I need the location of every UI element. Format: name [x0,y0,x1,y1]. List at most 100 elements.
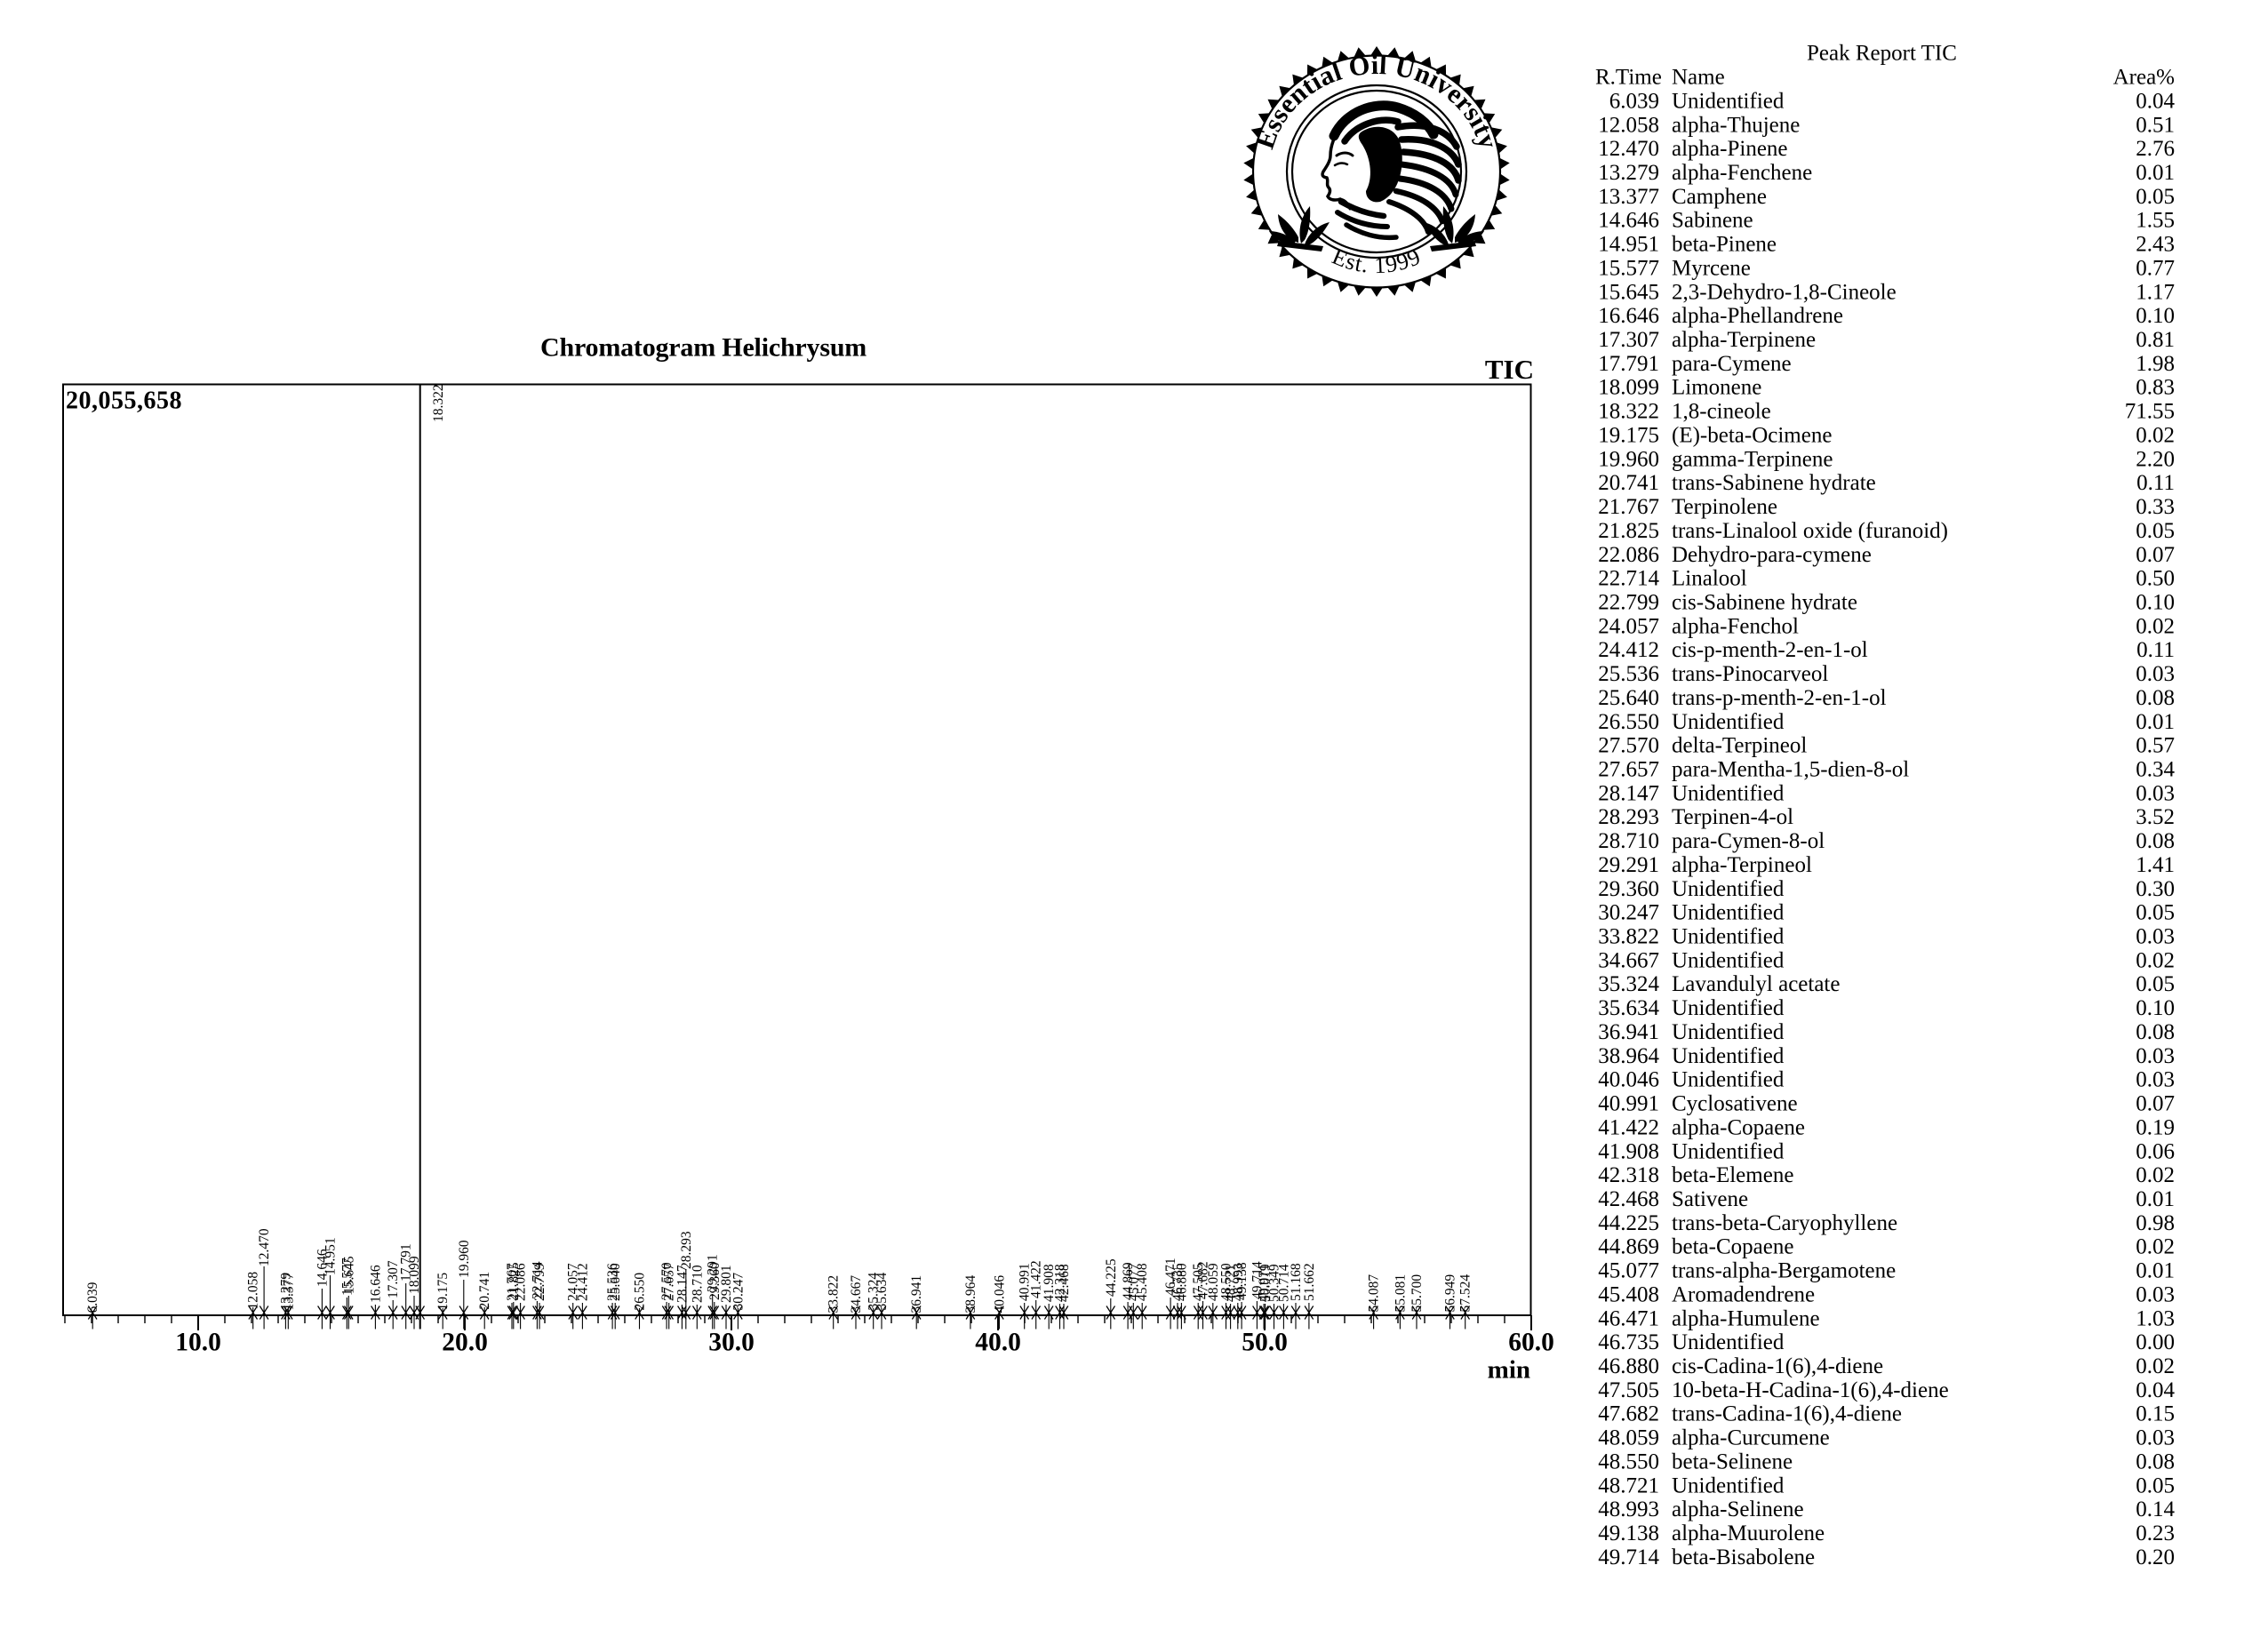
svg-text:0.02: 0.02 [2136,948,2175,972]
svg-text:2,3-Dehydro-1,8-Cineole: 2,3-Dehydro-1,8-Cineole [1672,280,1897,304]
svg-text:Chromatogram Helichrysum: Chromatogram Helichrysum [540,333,866,363]
svg-text:29.291: 29.291 [1598,853,1659,877]
svg-text:48.993: 48.993 [1231,1263,1246,1301]
svg-text:42.318: 42.318 [1053,1264,1068,1302]
svg-text:Unidentified: Unidentified [1672,877,1785,901]
svg-text:13.279: 13.279 [1598,161,1659,185]
svg-text:beta-Selinene: beta-Selinene [1672,1449,1793,1473]
svg-text:Unidentified: Unidentified [1672,1330,1785,1354]
svg-text:Name: Name [1672,66,1725,90]
svg-text:55.081: 55.081 [1393,1274,1408,1313]
svg-text:0.01: 0.01 [2136,1259,2175,1283]
svg-text:12.470: 12.470 [1598,137,1659,161]
svg-text:beta-Copaene: beta-Copaene [1672,1235,1793,1259]
svg-text:0.05: 0.05 [2136,901,2175,925]
svg-text:35.634: 35.634 [1598,996,1659,1020]
svg-text:Unidentified: Unidentified [1672,901,1785,925]
svg-text:38.964: 38.964 [1598,1044,1659,1068]
svg-text:22.714: 22.714 [1598,567,1659,591]
svg-text:13.279: 13.279 [278,1273,293,1311]
svg-text:22.799: 22.799 [532,1263,547,1301]
svg-text:0.05: 0.05 [2136,972,2175,996]
svg-text:trans-p-menth-2-en-1-ol: trans-p-menth-2-en-1-ol [1672,686,1887,710]
svg-text:49.714: 49.714 [1250,1261,1265,1299]
svg-text:25.536: 25.536 [1598,662,1659,686]
svg-text:47.682: 47.682 [1196,1261,1211,1299]
svg-text:29.360: 29.360 [1598,877,1659,901]
svg-text:14.646: 14.646 [1598,209,1659,233]
svg-text:0.03: 0.03 [2136,1426,2175,1450]
svg-text:45.077: 45.077 [1126,1263,1141,1301]
svg-text:12.058: 12.058 [246,1272,261,1310]
svg-text:cis-Cadina-1(6),4-diene: cis-Cadina-1(6),4-diene [1672,1354,1883,1378]
svg-text:13.377: 13.377 [1598,185,1659,209]
svg-text:0.19: 0.19 [2136,1115,2175,1139]
svg-text:28.293: 28.293 [679,1231,694,1269]
svg-text:46.880: 46.880 [1174,1263,1189,1301]
svg-text:12.058: 12.058 [1598,113,1659,137]
svg-text:6.039: 6.039 [1609,89,1659,113]
svg-text:0.04: 0.04 [2136,1378,2175,1402]
svg-text:41.908: 41.908 [1042,1264,1057,1302]
svg-text:cis-p-menth-2-en-1-ol: cis-p-menth-2-en-1-ol [1672,638,1868,662]
svg-text:33.822: 33.822 [827,1275,842,1314]
svg-text:17.791: 17.791 [399,1243,414,1282]
svg-text:22.086: 22.086 [1598,543,1659,567]
svg-text:44.225: 44.225 [1598,1211,1659,1235]
svg-text:alpha-Fenchene: alpha-Fenchene [1672,161,1812,185]
svg-text:48.993: 48.993 [1598,1497,1659,1521]
svg-text:50.0: 50.0 [1242,1329,1288,1357]
svg-text:0.20: 0.20 [2136,1545,2175,1569]
svg-text:beta-Bisabolene: beta-Bisabolene [1672,1545,1815,1569]
svg-text:0.77: 0.77 [2136,256,2175,280]
svg-text:71.55: 71.55 [2125,400,2175,424]
svg-text:25.640: 25.640 [608,1263,623,1301]
svg-text:29.360: 29.360 [707,1262,723,1300]
svg-text:trans-Pinocarveol: trans-Pinocarveol [1672,662,1828,686]
svg-text:34.667: 34.667 [1598,948,1659,972]
svg-text:3.52: 3.52 [2136,805,2175,829]
svg-text:trans-Cadina-1(6),4-diene: trans-Cadina-1(6),4-diene [1672,1402,1902,1426]
svg-text:35.324: 35.324 [866,1273,882,1311]
svg-text:21.825: 21.825 [1598,519,1659,543]
svg-text:0.81: 0.81 [2136,328,2175,352]
svg-text:0.03: 0.03 [2136,662,2175,686]
svg-text:36.941: 36.941 [909,1275,924,1314]
svg-text:1.41: 1.41 [2136,853,2175,877]
svg-text:20.741: 20.741 [477,1272,492,1310]
svg-text:0.00: 0.00 [2136,1330,2175,1354]
svg-text:Unidentified: Unidentified [1672,1020,1785,1044]
svg-text:alpha-Phellandrene: alpha-Phellandrene [1672,304,1843,328]
svg-text:36.941: 36.941 [1598,1020,1659,1044]
svg-text:2.43: 2.43 [2136,233,2175,257]
svg-text:2.76: 2.76 [2136,137,2175,161]
svg-text:50.349: 50.349 [1267,1264,1282,1302]
svg-text:46.735: 46.735 [1598,1330,1659,1354]
svg-text:0.10: 0.10 [2136,304,2175,328]
svg-text:55.700: 55.700 [1410,1274,1425,1313]
svg-text:48.550: 48.550 [1598,1449,1659,1473]
svg-text:42.468: 42.468 [1057,1264,1072,1302]
svg-text:TIC: TIC [1485,354,1534,385]
svg-text:15.645: 15.645 [1598,280,1659,304]
svg-text:25.640: 25.640 [1598,686,1659,710]
svg-text:20,055,658: 20,055,658 [66,387,182,415]
svg-text:0.08: 0.08 [2136,1449,2175,1473]
svg-text:60.0: 60.0 [1508,1329,1554,1357]
svg-text:Sabinene: Sabinene [1672,209,1753,233]
svg-text:trans-Sabinene hydrate: trans-Sabinene hydrate [1672,471,1876,495]
svg-text:Limonene: Limonene [1672,376,1761,400]
svg-text:10.0: 10.0 [175,1329,221,1357]
svg-text:30.247: 30.247 [1598,901,1659,925]
svg-text:46.735: 46.735 [1170,1263,1186,1301]
svg-text:Unidentified: Unidentified [1672,948,1785,972]
svg-text:35.324: 35.324 [1598,972,1659,996]
svg-text:0.83: 0.83 [2136,376,2175,400]
svg-text:alpha-Humulene: alpha-Humulene [1672,1306,1820,1330]
svg-text:44.869: 44.869 [1121,1262,1136,1300]
svg-text:0.50: 0.50 [2136,567,2175,591]
svg-text:alpha-Fenchol: alpha-Fenchol [1672,614,1799,638]
svg-text:0.34: 0.34 [2136,758,2175,782]
svg-text:24.412: 24.412 [575,1263,590,1301]
svg-text:alpha-Thujene: alpha-Thujene [1672,113,1800,137]
